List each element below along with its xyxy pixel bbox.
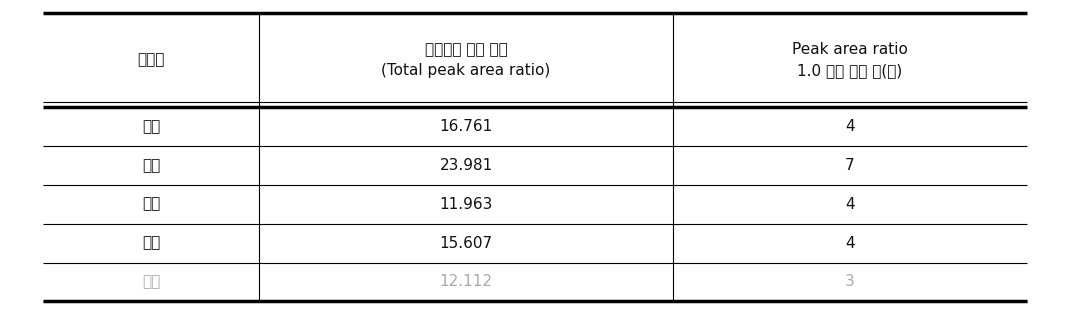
Text: 품종명: 품종명 bbox=[137, 52, 165, 67]
Text: 들향: 들향 bbox=[142, 197, 160, 212]
Text: 4: 4 bbox=[845, 236, 855, 251]
Text: 15.607: 15.607 bbox=[440, 236, 492, 251]
Text: 16.761: 16.761 bbox=[440, 119, 492, 134]
Text: 11.963: 11.963 bbox=[440, 197, 493, 212]
Text: 4: 4 bbox=[845, 119, 855, 134]
Text: 소담: 소담 bbox=[142, 236, 160, 251]
Text: 3: 3 bbox=[845, 274, 855, 290]
Text: 4: 4 bbox=[845, 197, 855, 212]
Text: Peak area ratio
1.0 이상 성분 수(개): Peak area ratio 1.0 이상 성분 수(개) bbox=[792, 42, 908, 78]
Text: 23.981: 23.981 bbox=[440, 158, 492, 173]
Text: 들샘: 들샘 bbox=[142, 158, 160, 173]
Text: 7: 7 bbox=[845, 158, 855, 173]
Text: 12.112: 12.112 bbox=[440, 274, 492, 290]
Text: 향기성분 비율 합계
(Total peak area ratio): 향기성분 비율 합계 (Total peak area ratio) bbox=[382, 42, 551, 78]
Text: 안유: 안유 bbox=[142, 274, 160, 290]
Text: 다미: 다미 bbox=[142, 119, 160, 134]
